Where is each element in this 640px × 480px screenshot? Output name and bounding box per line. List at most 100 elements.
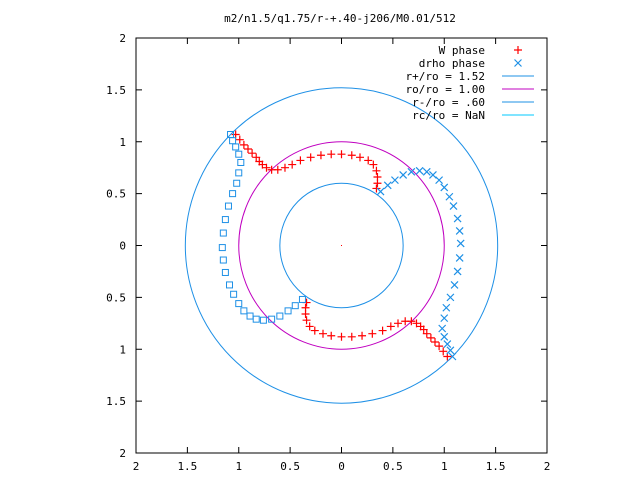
data-point bbox=[435, 176, 444, 185]
data-point bbox=[302, 316, 311, 325]
data-point bbox=[372, 184, 381, 193]
data-point bbox=[235, 150, 243, 158]
data-point bbox=[456, 239, 465, 248]
data-point bbox=[218, 244, 226, 252]
data-point bbox=[399, 171, 408, 179]
data-point bbox=[219, 256, 227, 264]
data-point bbox=[358, 331, 367, 340]
data-point bbox=[237, 159, 245, 166]
data-point bbox=[268, 315, 276, 323]
y-tick-label: 2 bbox=[119, 32, 126, 45]
data-point bbox=[438, 324, 447, 333]
x-tick-label: 0.5 bbox=[280, 460, 300, 473]
data-point bbox=[252, 315, 260, 323]
x-tick-label: 0 bbox=[338, 460, 345, 473]
data-point bbox=[298, 295, 306, 303]
circle-0 bbox=[184, 87, 499, 404]
data-point bbox=[227, 130, 235, 138]
data-point bbox=[422, 167, 431, 176]
data-point bbox=[449, 202, 458, 210]
data-point bbox=[373, 179, 382, 188]
data-point bbox=[229, 137, 237, 145]
y-tick-label: 2 bbox=[119, 447, 126, 460]
series-1 bbox=[376, 166, 465, 361]
data-point bbox=[448, 352, 457, 361]
data-point bbox=[368, 329, 377, 338]
y-tick-label: 1 bbox=[119, 136, 126, 149]
legend-label: drho phase bbox=[419, 57, 485, 70]
x-tick-label: 1.5 bbox=[177, 460, 197, 473]
data-point bbox=[296, 156, 305, 165]
data-point bbox=[355, 153, 364, 162]
data-point bbox=[235, 169, 243, 177]
data-point bbox=[415, 166, 424, 175]
series-0 bbox=[231, 130, 452, 361]
x-tick-label: 1 bbox=[441, 460, 448, 473]
y-tick-label: 0.5 bbox=[106, 291, 126, 304]
data-point bbox=[446, 293, 455, 302]
origin-dot bbox=[341, 245, 342, 246]
data-point bbox=[235, 135, 244, 144]
legend-label: rc/ro = NaN bbox=[412, 109, 485, 122]
y-tick-label: 1 bbox=[119, 343, 126, 356]
data-point bbox=[280, 163, 289, 172]
data-point bbox=[233, 179, 241, 187]
x-tick-label: 2 bbox=[133, 460, 140, 473]
data-point bbox=[316, 151, 325, 160]
data-point bbox=[347, 332, 356, 341]
data-point bbox=[235, 300, 243, 308]
data-point bbox=[431, 337, 440, 346]
data-point bbox=[426, 333, 435, 342]
legend-label: ro/ro = 1.00 bbox=[406, 83, 485, 96]
data-point bbox=[284, 307, 292, 315]
data-point bbox=[369, 160, 378, 169]
data-point bbox=[422, 329, 431, 338]
data-point bbox=[337, 150, 346, 159]
data-point bbox=[262, 163, 271, 172]
data-point bbox=[442, 303, 451, 312]
data-point bbox=[239, 140, 248, 149]
data-point bbox=[364, 156, 373, 165]
x-tick-label: 1.5 bbox=[486, 460, 506, 473]
data-point bbox=[391, 176, 399, 185]
data-point bbox=[440, 183, 449, 192]
data-point bbox=[445, 192, 454, 201]
data-point bbox=[450, 281, 459, 289]
data-point bbox=[337, 332, 346, 341]
data-point bbox=[301, 303, 310, 312]
data-point bbox=[305, 322, 314, 331]
data-point bbox=[226, 281, 234, 289]
data-point bbox=[230, 290, 238, 298]
y-tick-label: 0.5 bbox=[106, 188, 126, 201]
data-point bbox=[221, 268, 229, 276]
data-point bbox=[288, 160, 297, 169]
y-tick-label: 1.5 bbox=[106, 395, 126, 408]
data-point bbox=[310, 326, 319, 335]
data-point bbox=[306, 153, 315, 162]
data-point bbox=[439, 347, 448, 356]
legend-label: r+/ro = 1.52 bbox=[406, 70, 485, 83]
data-point bbox=[319, 329, 328, 338]
data-point bbox=[455, 254, 464, 262]
x-tick-label: 0.5 bbox=[383, 460, 403, 473]
data-point bbox=[416, 322, 425, 331]
data-point bbox=[435, 342, 444, 351]
data-point bbox=[372, 166, 381, 175]
data-points bbox=[218, 130, 465, 361]
data-point bbox=[376, 187, 385, 196]
data-point bbox=[453, 267, 462, 276]
data-point bbox=[347, 151, 356, 160]
data-point bbox=[453, 214, 462, 223]
x-tick-label: 1 bbox=[235, 460, 242, 473]
data-point bbox=[232, 143, 240, 151]
data-point bbox=[394, 319, 403, 328]
legend-label: W phase bbox=[439, 44, 485, 57]
data-point bbox=[259, 316, 267, 324]
data-point bbox=[276, 312, 284, 320]
data-point bbox=[327, 331, 336, 340]
reference-circles bbox=[184, 87, 499, 404]
legend-symbol bbox=[514, 59, 522, 67]
data-point bbox=[383, 181, 392, 190]
